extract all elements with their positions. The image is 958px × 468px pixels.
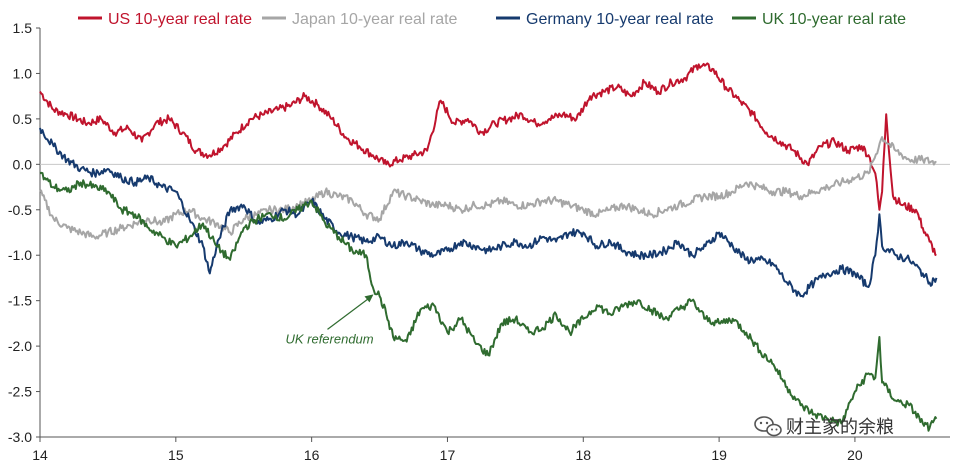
y-tick-label: -2.5 xyxy=(8,384,32,400)
legend-label: UK 10-year real rate xyxy=(762,11,906,28)
y-tick-label: 0.0 xyxy=(13,156,33,172)
annotation-arrow xyxy=(327,295,372,330)
x-tick-label: 19 xyxy=(711,447,727,463)
plot-area: 1.51.00.50.0-0.5-1.0-1.5-2.0-2.5-3.0 14 1… xyxy=(8,20,950,463)
y-tick-label: -1.5 xyxy=(8,293,32,309)
x-tick-label: 20 xyxy=(847,447,863,463)
x-tick-label: 17 xyxy=(440,447,456,463)
x-tick-label: 14 xyxy=(32,447,48,463)
y-ticks: 1.5 1.0 0.5 0.0 -0.5 -1.0 -1.5 -2.0 -2.5 -3.0 xyxy=(8,20,40,445)
y-tick-label: 1.5 xyxy=(13,20,33,36)
series-line-germany xyxy=(39,127,938,298)
series-line-japan xyxy=(39,136,937,240)
y-tick-label: -3.0 xyxy=(8,429,32,445)
y-tick-label: -2.0 xyxy=(8,338,32,354)
annotations: UK referendum xyxy=(285,294,374,346)
wechat-icon xyxy=(754,416,782,437)
x-tick-label: 15 xyxy=(168,447,184,463)
legend-label: Japan 10-year real rate xyxy=(292,11,458,28)
x-tick-label: 16 xyxy=(304,447,320,463)
y-tick-label: 1.0 xyxy=(13,65,33,81)
y-tick-label: 0.5 xyxy=(13,111,33,127)
watermark: 财主家的余粮 xyxy=(754,416,894,438)
y-tick-label: -1.0 xyxy=(8,247,32,263)
series-line-us xyxy=(39,62,937,257)
legend-label: Germany 10-year real rate xyxy=(526,11,714,28)
y-tick-label: -0.5 xyxy=(8,202,32,218)
watermark-text: 财主家的余粮 xyxy=(786,417,894,438)
annotation-label: UK referendum xyxy=(285,331,373,346)
legend-label: US 10-year real rate xyxy=(108,11,252,28)
series-lines xyxy=(39,62,938,432)
legend: US 10-year real rate Japan 10-year real r… xyxy=(78,11,906,28)
annotation-arrowhead xyxy=(364,294,374,303)
x-tick-label: 18 xyxy=(575,447,591,463)
x-ticks: 14 15 16 17 18 19 20 xyxy=(32,437,863,463)
series-line-uk xyxy=(39,171,938,432)
